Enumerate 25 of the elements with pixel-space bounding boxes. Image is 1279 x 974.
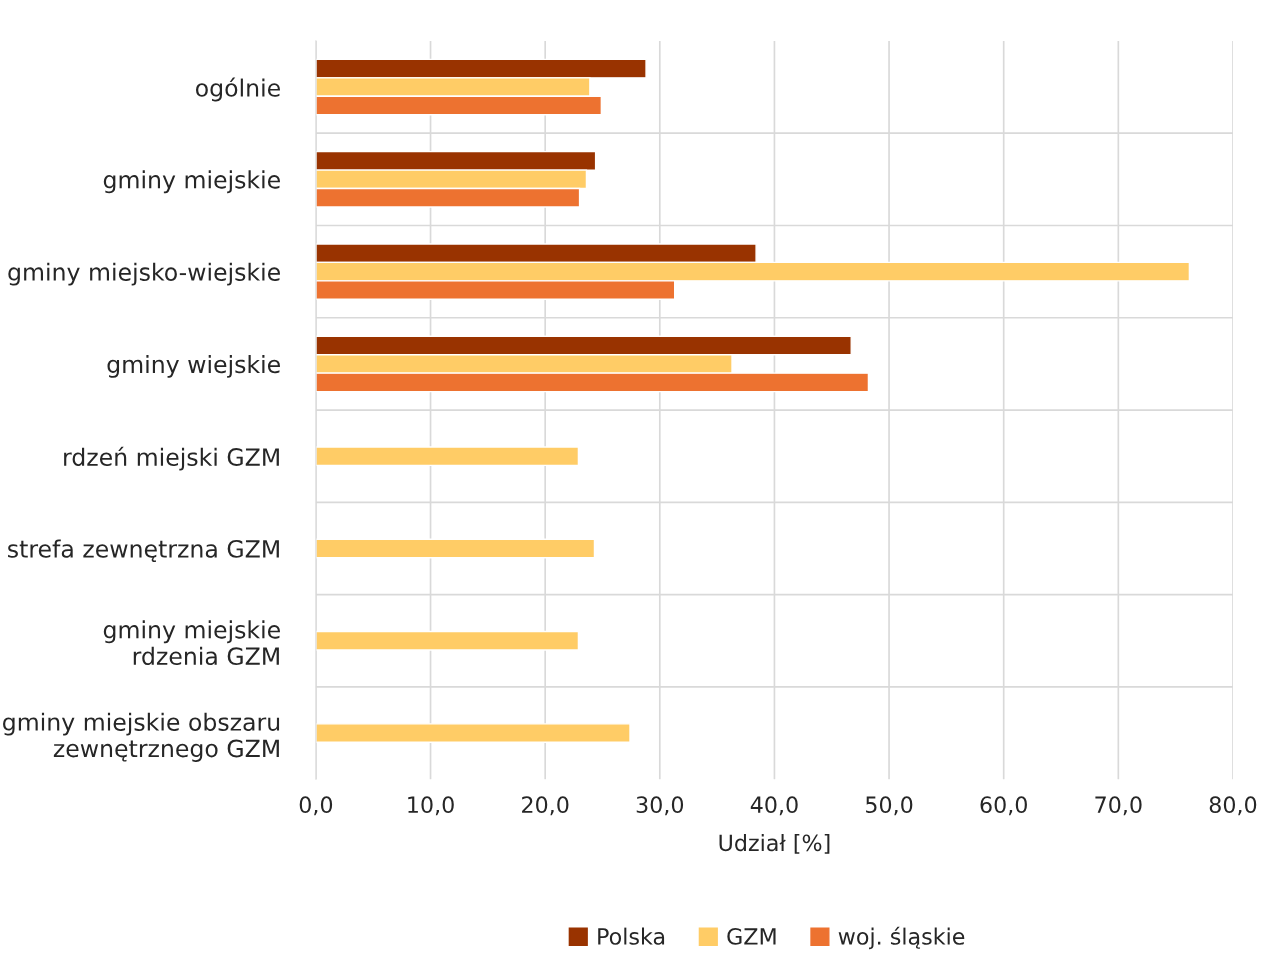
x-tick-label: 10,0 <box>408 796 454 816</box>
legend-label: woj. śląskie <box>838 926 965 950</box>
y-tick-label: gminy miejskie obszaru zewnętrznego GZM <box>3 712 280 762</box>
x-tick-label: 60,0 <box>980 796 1027 816</box>
x-tick-label: 50,0 <box>866 796 913 816</box>
x-tick-label: 20,0 <box>522 796 569 816</box>
bar <box>315 538 596 559</box>
y-tick-label: ogólnie <box>196 77 280 102</box>
legend-label: GZM <box>727 928 776 945</box>
legend-label: Polska <box>598 927 665 945</box>
y-tick-label: gminy wiejskie <box>107 354 280 378</box>
x-axis-title: Udział [%] <box>719 834 830 854</box>
x-tick-label: 0,0 <box>299 796 333 816</box>
x-tick-label: 70,0 <box>1095 796 1142 816</box>
bar <box>315 446 580 467</box>
x-tick-label: 80,0 <box>1209 796 1257 816</box>
y-tick-label: gminy miejskie rdzenia GZM <box>103 620 280 666</box>
x-tick-label: 40,0 <box>750 796 798 816</box>
bar <box>315 723 631 743</box>
x-tick-label: 30,0 <box>636 796 684 816</box>
bar <box>315 630 580 651</box>
y-tick-label: strefa zewnętrzna GZM <box>8 539 279 563</box>
y-tick-label: rdzeń miejski GZM <box>64 446 279 471</box>
y-tick-label: gminy miejsko-wiejskie <box>8 262 280 286</box>
y-tick-label: gminy miejskie <box>103 170 280 194</box>
